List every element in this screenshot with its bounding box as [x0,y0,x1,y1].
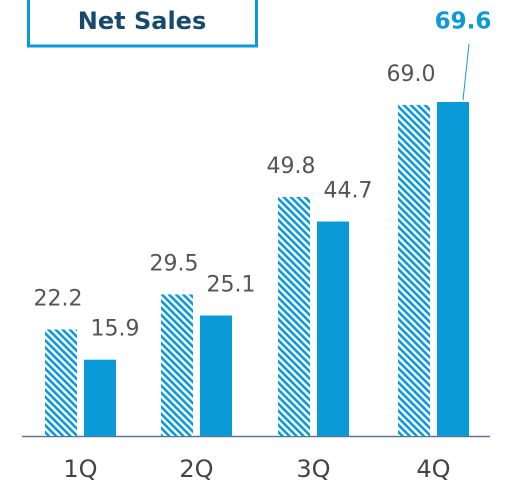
value-label: 29.5 [150,251,199,276]
x-tick-label: 4Q [416,455,450,483]
value-label: 44.7 [324,178,373,203]
value-label: 15.9 [91,317,140,342]
bar [437,102,469,436]
bar [317,221,349,436]
value-label: 49.8 [267,154,316,179]
bar [161,294,193,436]
title-box [27,0,258,48]
bar [84,359,116,436]
leader-line [462,43,470,101]
bar [278,197,310,436]
value-label: 22.2 [34,286,83,311]
x-tick-label: 1Q [63,455,97,483]
x-tick-label: 3Q [296,455,330,483]
bar [45,329,77,436]
bar [398,104,430,437]
value-label: 69.0 [387,62,436,87]
chart-title: Net Sales [78,7,206,35]
bar [200,315,232,436]
value-label: 25.1 [207,273,256,298]
x-tick-label: 2Q [179,455,213,483]
value-label: 69.6 [435,9,492,35]
